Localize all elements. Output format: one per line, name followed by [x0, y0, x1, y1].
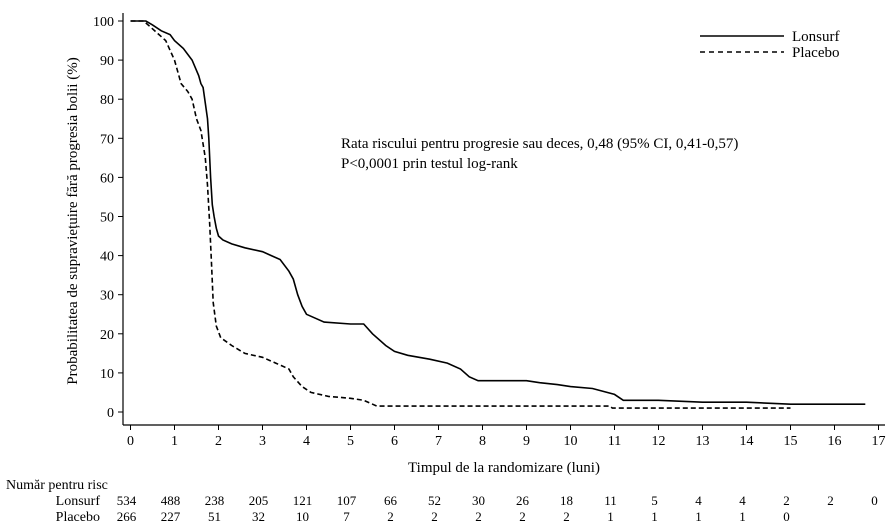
risk-value-lonsurf: 66 [384, 493, 398, 508]
risk-value-placebo: 2 [563, 509, 570, 524]
y-tick-label: 10 [100, 367, 114, 382]
series-layer [130, 20, 866, 409]
risk-value-lonsurf: 2 [783, 493, 790, 508]
risk-value-placebo: 2 [475, 509, 482, 524]
y-tick-label: 0 [107, 406, 114, 421]
x-tick-label: 11 [608, 434, 621, 449]
y-tick-label: 60 [100, 171, 114, 186]
x-tick-label: 4 [303, 434, 310, 449]
risk-row-label-lonsurf: Lonsurf [56, 494, 101, 509]
y-axis-label: Probabilitatea de supraviețuire fără pro… [65, 57, 81, 384]
x-tick-label: 6 [391, 434, 398, 449]
risk-value-lonsurf: 2 [827, 493, 834, 508]
y-tick-label: 80 [100, 93, 114, 108]
risk-value-placebo: 266 [117, 509, 137, 524]
series-line-lonsurf [130, 20, 866, 405]
y-tick-label: 50 [100, 211, 114, 226]
x-tick-label: 8 [479, 434, 486, 449]
y-tick-label: 40 [100, 250, 114, 265]
y-tick-label: 100 [93, 15, 114, 30]
risk-value-lonsurf: 205 [249, 493, 269, 508]
risk-value-placebo: 1 [739, 509, 746, 524]
risk-value-lonsurf: 121 [293, 493, 313, 508]
risk-value-placebo: 1 [651, 509, 658, 524]
risk-value-lonsurf: 30 [472, 493, 485, 508]
legend: Lonsurf Placebo [700, 29, 840, 61]
risk-value-lonsurf: 26 [516, 493, 530, 508]
risk-value-lonsurf: 488 [161, 493, 181, 508]
x-tick-label: 1 [171, 434, 178, 449]
risk-value-lonsurf: 107 [337, 493, 357, 508]
x-tick-label: 7 [435, 434, 442, 449]
risk-value-placebo: 7 [343, 509, 350, 524]
legend-label-placebo: Placebo [792, 45, 839, 61]
annotation-hazard-ratio: Rata riscului pentru progresie sau deces… [341, 136, 738, 152]
y-tick-label: 20 [100, 328, 114, 343]
risk-table-title: Număr pentru risc [6, 478, 108, 493]
annotation-p-value: P<0,0001 prin testul log-rank [341, 156, 518, 172]
risk-value-lonsurf: 4 [739, 493, 746, 508]
x-tick-label: 9 [523, 434, 530, 449]
risk-value-lonsurf: 5 [651, 493, 658, 508]
x-axis-label: Timpul de la randomizare (luni) [408, 460, 600, 476]
x-tick-label: 10 [564, 434, 578, 449]
series-line-placebo [130, 20, 791, 409]
x-tick-label: 17 [872, 434, 886, 449]
risk-value-placebo: 51 [208, 509, 221, 524]
risk-value-placebo: 2 [387, 509, 394, 524]
x-tick-label: 16 [828, 434, 842, 449]
x-tick-label: 15 [784, 434, 798, 449]
risk-row-label-placebo: Placebo [56, 510, 100, 525]
risk-value-placebo: 1 [695, 509, 702, 524]
risk-value-lonsurf: 238 [205, 493, 225, 508]
risk-value-lonsurf: 11 [604, 493, 617, 508]
risk-value-placebo: 227 [161, 509, 181, 524]
x-tick-label: 2 [215, 434, 222, 449]
y-tick-label: 30 [100, 289, 114, 304]
risk-value-placebo: 1 [607, 509, 614, 524]
y-tick-label: 90 [100, 54, 114, 69]
risk-value-placebo: 0 [783, 509, 790, 524]
x-tick-label: 0 [127, 434, 134, 449]
risk-value-lonsurf: 4 [695, 493, 702, 508]
risk-value-lonsurf: 18 [560, 493, 573, 508]
risk-value-lonsurf: 534 [117, 493, 137, 508]
risk-value-lonsurf: 0 [871, 493, 878, 508]
x-tick-label: 12 [652, 434, 666, 449]
risk-value-lonsurf: 52 [428, 493, 441, 508]
y-tick-label: 70 [100, 132, 114, 147]
x-tick-label: 14 [740, 434, 754, 449]
risk-value-placebo: 10 [296, 509, 309, 524]
risk-value-placebo: 2 [431, 509, 438, 524]
legend-label-lonsurf: Lonsurf [792, 29, 840, 45]
x-tick-label: 13 [696, 434, 710, 449]
risk-table: Număr pentru risc Lonsurf Placebo 534 488… [6, 478, 878, 525]
risk-value-placebo: 2 [519, 509, 526, 524]
risk-value-placebo: 32 [252, 509, 265, 524]
x-tick-label: 3 [259, 434, 266, 449]
x-tick-label: 5 [347, 434, 354, 449]
